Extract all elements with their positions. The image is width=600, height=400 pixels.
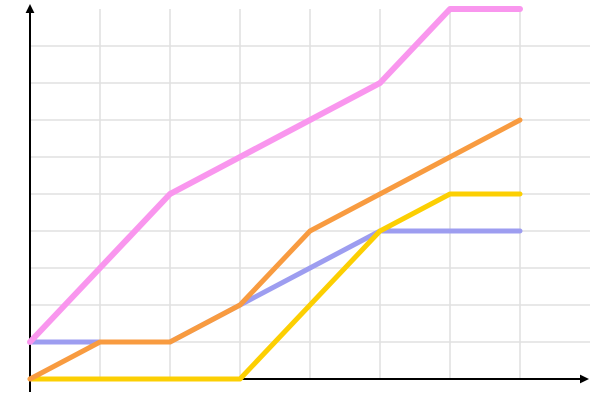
x-axis-arrowhead — [580, 374, 589, 384]
y-axis-arrowhead — [25, 4, 35, 13]
yellow-line — [27, 191, 523, 382]
periwinkle-line — [27, 228, 523, 345]
series-group — [27, 6, 523, 382]
violet-line — [27, 6, 523, 345]
orange-line — [27, 117, 523, 382]
axes — [25, 4, 589, 392]
